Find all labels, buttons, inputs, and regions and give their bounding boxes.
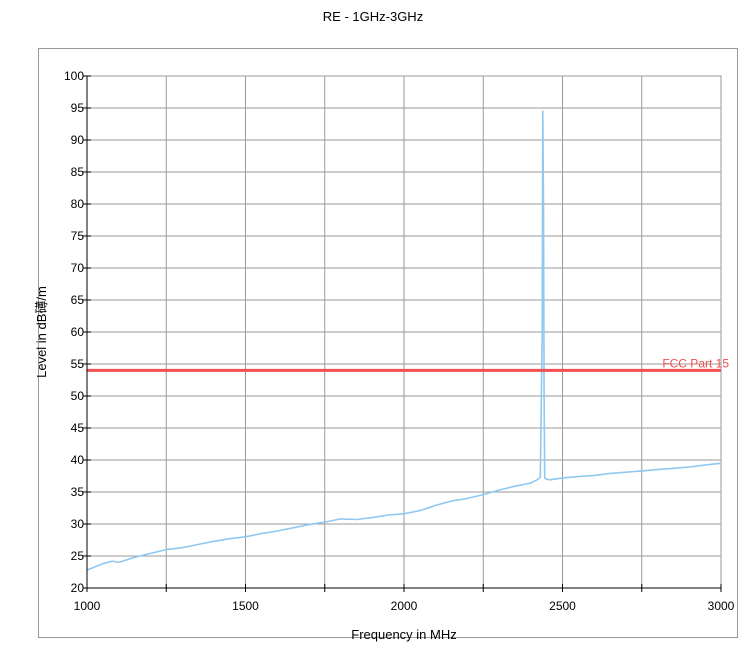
x-tick-label: 1000 (74, 599, 101, 613)
y-tick-label: 80 (71, 197, 85, 211)
y-tick-label: 40 (71, 453, 85, 467)
y-tick-label: 100 (64, 69, 84, 83)
y-tick-label: 35 (71, 485, 85, 499)
y-tick-label: 30 (71, 517, 85, 531)
y-tick-label: 20 (71, 581, 85, 595)
y-tick-label: 95 (71, 101, 85, 115)
series-layer (86, 110, 722, 571)
series-line (86, 110, 722, 571)
y-tick-label: 60 (71, 325, 85, 339)
y-tick-label: 85 (71, 165, 85, 179)
y-tick-label: 25 (71, 549, 85, 563)
x-axis-title: Frequency in MHz (351, 627, 456, 642)
y-tick-label: 45 (71, 421, 85, 435)
y-axis-title: Level in dB礡/m (34, 286, 49, 378)
y-tick-label: 70 (71, 261, 85, 275)
y-tick-label: 55 (71, 357, 85, 371)
limit-label: FCC Part 15 (662, 356, 729, 370)
x-tick-label: 1500 (232, 599, 259, 613)
chart-frame (38, 48, 738, 638)
x-tick-label: 3000 (708, 599, 735, 613)
y-tick-label: 50 (71, 389, 85, 403)
y-tick-label: 75 (71, 229, 85, 243)
x-tick-label: 2500 (549, 599, 576, 613)
axes: 20 25 30 35 40 45 50 55 60 65 70 75 80 85 90 95 100 1000 1… (64, 69, 735, 613)
x-tick-label: 2000 (391, 599, 418, 613)
y-tick-label: 65 (71, 293, 85, 307)
limit-layer: FCC Part 15 (87, 356, 729, 372)
y-tick-label: 90 (71, 133, 85, 147)
page-title: RE - 1GHz-3GHz (322, 9, 424, 24)
